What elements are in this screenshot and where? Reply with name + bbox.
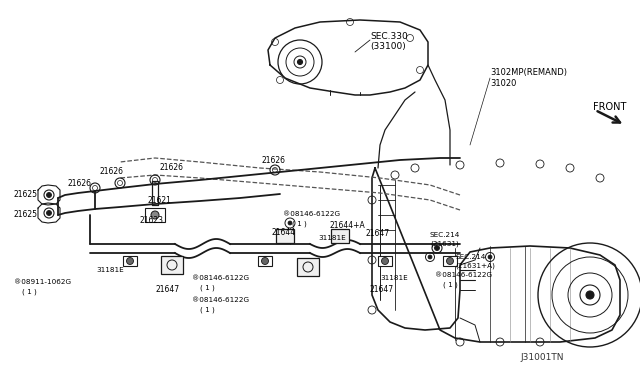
Circle shape — [381, 257, 388, 264]
Bar — [276, 229, 294, 243]
Bar — [443, 256, 457, 266]
Bar — [123, 256, 137, 266]
Circle shape — [428, 255, 432, 259]
Text: ( 1 ): ( 1 ) — [22, 289, 36, 295]
Text: ( 1 ): ( 1 ) — [292, 221, 307, 227]
Text: ®08146-6122G: ®08146-6122G — [192, 275, 249, 281]
Circle shape — [262, 257, 269, 264]
Text: 21625: 21625 — [14, 209, 38, 218]
Text: ®08911-1062G: ®08911-1062G — [14, 279, 71, 285]
Circle shape — [47, 192, 51, 198]
Text: 21647: 21647 — [370, 285, 394, 295]
Circle shape — [447, 257, 454, 264]
Text: ( 1 ): ( 1 ) — [443, 282, 458, 288]
Text: ®08146-6122G: ®08146-6122G — [192, 297, 249, 303]
Text: 31181E: 31181E — [318, 235, 346, 241]
Text: SEC.214: SEC.214 — [455, 254, 485, 260]
Bar — [145, 208, 165, 222]
Text: ®08146-6122G: ®08146-6122G — [283, 211, 340, 217]
Text: 3102MP(REMAND): 3102MP(REMAND) — [490, 67, 567, 77]
Text: 31181E: 31181E — [96, 267, 124, 273]
Bar — [297, 258, 319, 276]
Circle shape — [151, 211, 159, 219]
Text: (33100): (33100) — [370, 42, 406, 51]
Text: ( 1 ): ( 1 ) — [200, 285, 215, 291]
Bar — [331, 229, 349, 243]
Text: J31001TN: J31001TN — [520, 353, 563, 362]
Text: 31181E: 31181E — [380, 275, 408, 281]
Text: 21647: 21647 — [155, 285, 179, 295]
Circle shape — [488, 255, 492, 259]
Text: ( 1 ): ( 1 ) — [200, 307, 215, 313]
Bar — [378, 256, 392, 266]
Text: 21626: 21626 — [262, 155, 286, 164]
Text: 21623: 21623 — [140, 215, 164, 224]
Text: SEC.214: SEC.214 — [430, 232, 460, 238]
Circle shape — [586, 291, 594, 299]
Text: 21644: 21644 — [272, 228, 296, 237]
Text: (21631+A): (21631+A) — [455, 263, 495, 269]
Bar — [258, 256, 272, 266]
Circle shape — [298, 60, 303, 64]
Text: 21644+A: 21644+A — [330, 221, 365, 230]
Text: 21626: 21626 — [160, 163, 184, 171]
Circle shape — [435, 246, 440, 250]
Bar — [161, 256, 183, 274]
Circle shape — [47, 211, 51, 215]
Text: 21626: 21626 — [68, 179, 92, 187]
Text: 21626: 21626 — [100, 167, 124, 176]
Circle shape — [288, 221, 292, 225]
Text: ®08146-6122G: ®08146-6122G — [435, 272, 492, 278]
Text: FRONT: FRONT — [593, 102, 627, 112]
Text: 21647: 21647 — [365, 228, 389, 237]
Text: 31020: 31020 — [490, 78, 516, 87]
Text: 21625: 21625 — [14, 189, 38, 199]
Text: (21631): (21631) — [430, 241, 459, 247]
Text: SEC.330: SEC.330 — [370, 32, 408, 41]
Text: 21621: 21621 — [148, 196, 172, 205]
Circle shape — [127, 257, 134, 264]
